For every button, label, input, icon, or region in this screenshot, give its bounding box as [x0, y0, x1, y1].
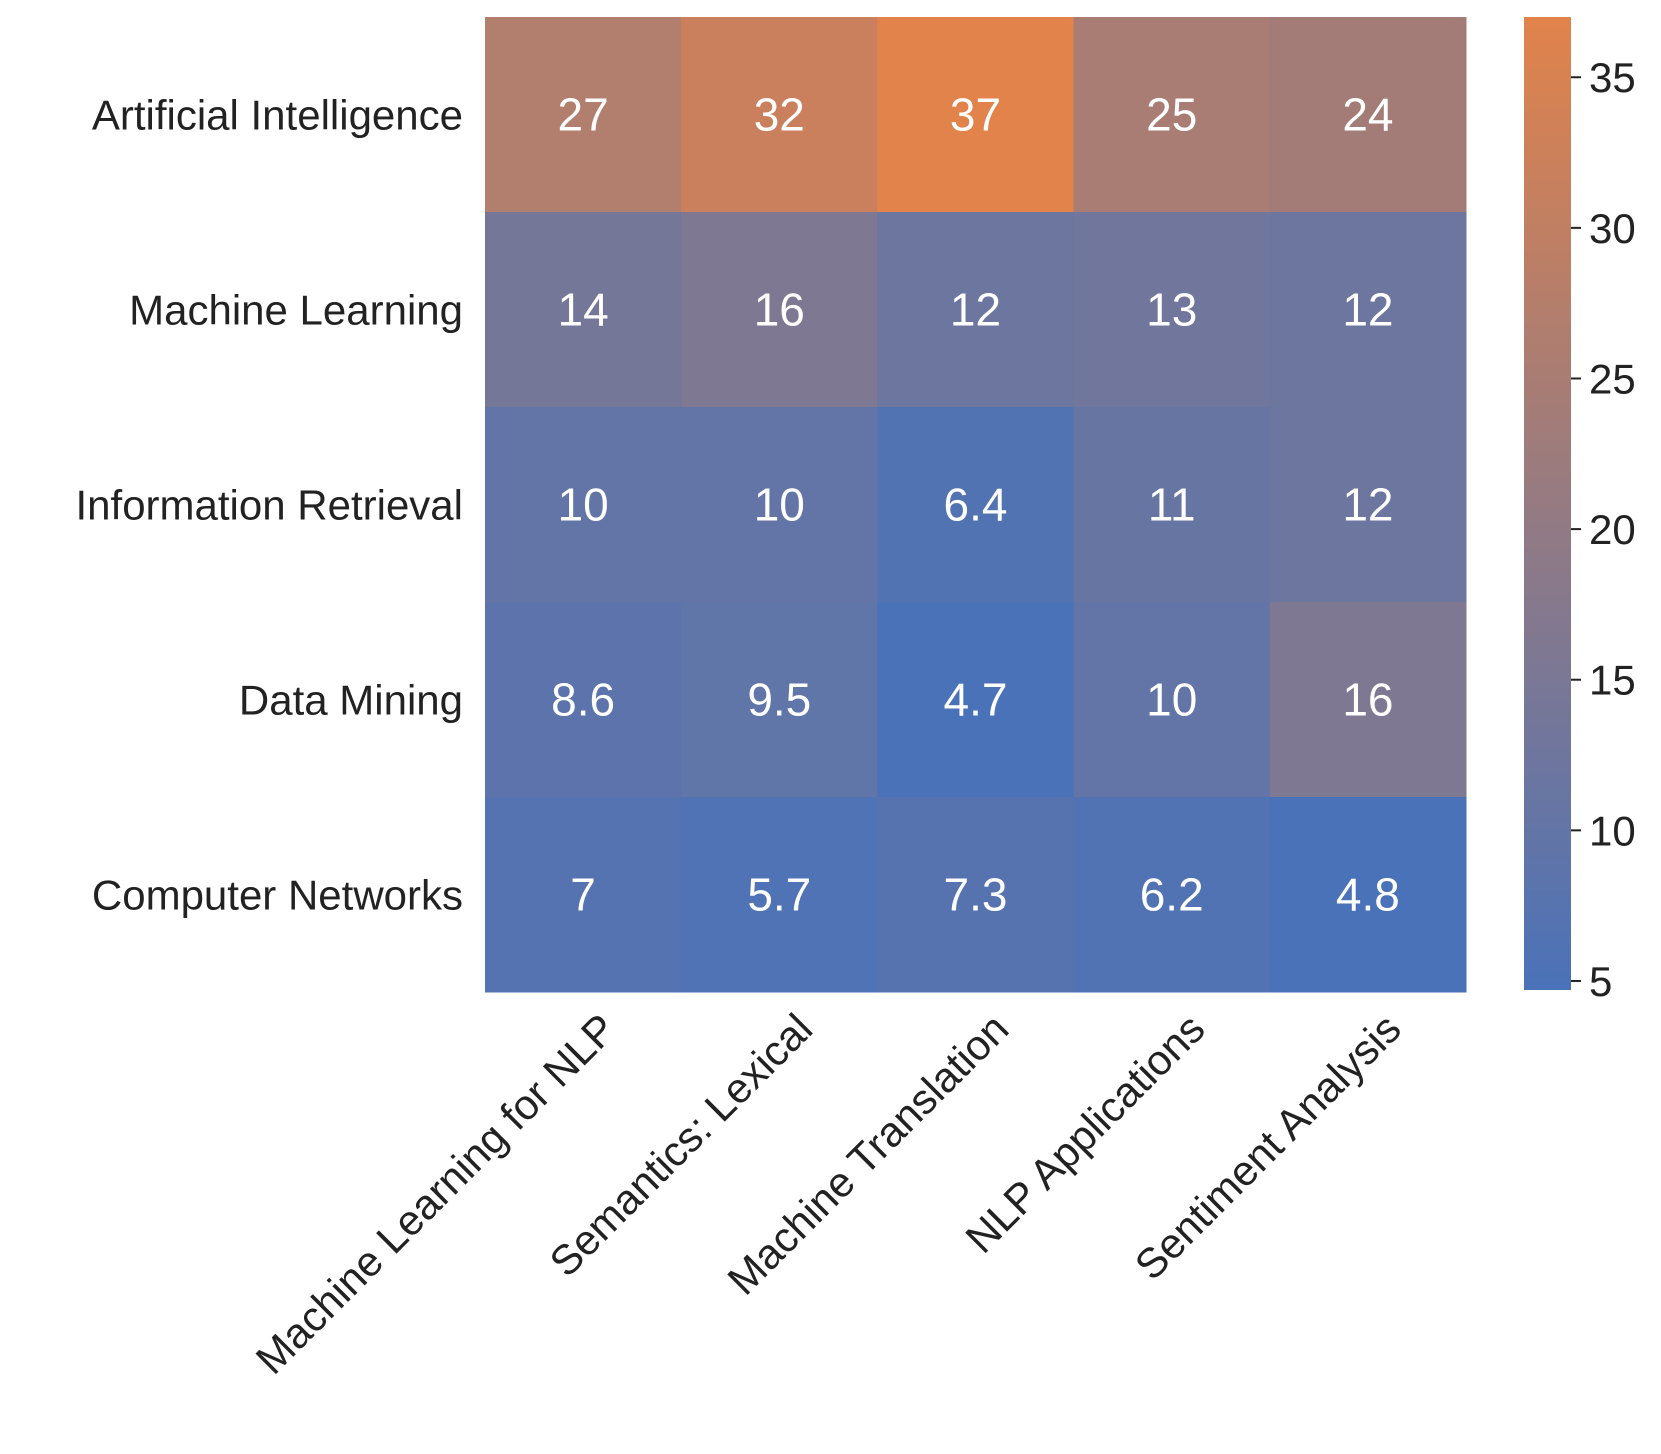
cell-value-label: 13 [1146, 284, 1197, 336]
cell-value-label: 32 [754, 89, 805, 141]
heatmap-cell-r0-c2 [877, 17, 1075, 213]
cell-value-label: 8.6 [551, 674, 615, 726]
heatmap-cell-r4-c2 [877, 797, 1075, 993]
cell-value-label: 4.8 [1336, 869, 1400, 921]
cell-value-label: 12 [1342, 479, 1393, 531]
heatmap-cell-r1-c0 [485, 212, 682, 408]
colorbar: 5 10 15 20 25 30 35 [1524, 17, 1636, 1005]
cell-value-label: 6.2 [1140, 869, 1204, 921]
colorbar-tick-label: 5 [1589, 958, 1612, 1005]
cell-value-label: 5.7 [747, 869, 811, 921]
cell-value-label: 12 [1342, 284, 1393, 336]
cell-value-label: 16 [1342, 674, 1393, 726]
heatmap-cell-r2-c4 [1269, 407, 1467, 603]
heatmap-cell-r3-c4 [1269, 602, 1467, 798]
cell-value-label: 6.4 [944, 479, 1008, 531]
heatmap-cell-r2-c3 [1073, 407, 1271, 603]
heatmap-cell-r3-c0 [485, 602, 682, 798]
heatmap-cell-r1-c4 [1269, 212, 1467, 408]
cell-value-label: 9.5 [747, 674, 811, 726]
heatmap-cell-r0-c4 [1269, 17, 1467, 213]
cell-value-label: 24 [1342, 89, 1393, 141]
heatmap-cell-r2-c0 [485, 407, 682, 603]
heatmap-cell-r3-c3 [1073, 602, 1271, 798]
row-label-artificial-intelligence: Artificial Intelligence [92, 92, 463, 139]
row-label-machine-learning: Machine Learning [129, 287, 463, 334]
heatmap-cell-r1-c2 [877, 212, 1075, 408]
y-axis-tick-labels: Artificial Intelligence Machine Learning I… [76, 92, 464, 919]
row-label-computer-networks: Computer Networks [92, 872, 463, 919]
cell-value-label: 27 [558, 89, 609, 141]
heatmap-cell-r4-c4 [1269, 797, 1467, 993]
heatmap-cell-r0-c1 [681, 17, 878, 213]
colorbar-tick-label: 15 [1589, 657, 1636, 704]
cell-value-label: 7.3 [944, 869, 1008, 921]
colorbar-tick-label: 20 [1589, 506, 1636, 553]
cell-value-label: 7 [570, 869, 596, 921]
heatmap-cell-r1-c1 [681, 212, 878, 408]
column-label-machine-learning-for-nlp: Machine Learning for NLP [247, 1005, 625, 1383]
colorbar-tick-label: 35 [1589, 54, 1636, 101]
heatmap-cell-r4-c1 [681, 797, 878, 993]
heatmap-cell-r2-c1 [681, 407, 878, 603]
colorbar-tick-label: 10 [1589, 807, 1636, 854]
cell-value-label: 14 [558, 284, 609, 336]
heatmap-cell-r2-c2 [877, 407, 1075, 603]
heatmap-cell-r0-c3 [1073, 17, 1271, 213]
cell-value-label: 12 [950, 284, 1001, 336]
heatmap-cell-r3-c2 [877, 602, 1075, 798]
colorbar-gradient [1524, 17, 1571, 990]
cell-value-label: 11 [1148, 479, 1196, 531]
heatmap-cell-labels: 27 32 37 25 24 14 16 12 13 12 10 10 6.4 11 12 8.6 9.5 4.7… [551, 89, 1400, 921]
heatmap-cell-r4-c3 [1073, 797, 1271, 993]
cell-value-label: 4.7 [944, 674, 1008, 726]
heatmap-cell-r3-c1 [681, 602, 878, 798]
heatmap-cell-r4-c0 [485, 797, 682, 993]
cell-value-label: 37 [950, 89, 1001, 141]
heatmap-cell-r0-c0 [485, 17, 682, 213]
heatmap-cells [485, 17, 1467, 993]
cell-value-label: 16 [754, 284, 805, 336]
heatmap-cell-r1-c3 [1073, 212, 1271, 408]
colorbar-tick-label: 30 [1589, 205, 1636, 252]
cell-value-label: 10 [558, 479, 609, 531]
cell-value-label: 10 [754, 479, 805, 531]
cell-value-label: 25 [1146, 89, 1197, 141]
row-label-data-mining: Data Mining [239, 677, 463, 724]
colorbar-tick-label: 25 [1589, 355, 1636, 402]
row-label-information-retrieval: Information Retrieval [76, 482, 464, 529]
cell-value-label: 10 [1146, 674, 1197, 726]
